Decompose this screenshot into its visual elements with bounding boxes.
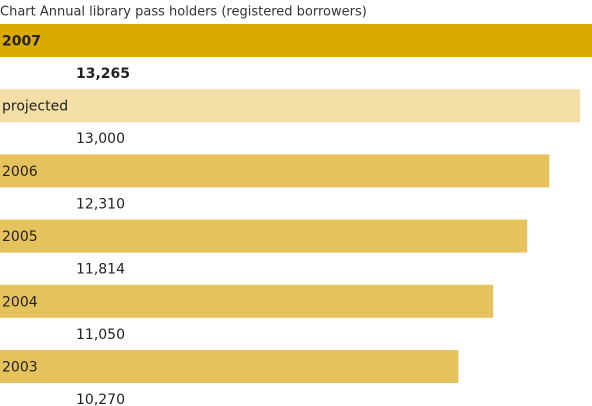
bar: [0, 154, 550, 188]
value-label: 12,310: [76, 196, 125, 212]
value-label: 11,050: [76, 327, 125, 343]
category-label: 2006: [2, 164, 38, 180]
bar: [0, 219, 528, 253]
bar: [0, 89, 581, 123]
value-label: 13,000: [76, 131, 125, 147]
bar: [0, 350, 459, 383]
category-label: 2004: [2, 294, 38, 310]
value-label: 13,265: [76, 66, 130, 82]
value-label: 11,814: [76, 262, 125, 278]
chart-title: Chart Annual library pass holders (regis…: [0, 5, 367, 20]
bar: [0, 284, 494, 318]
category-label: 2007: [2, 34, 41, 50]
category-label: 2005: [2, 229, 38, 245]
category-label: 2003: [2, 360, 38, 376]
value-label: 10,270: [76, 392, 125, 406]
bar: [0, 24, 592, 57]
category-label: projected: [2, 99, 68, 115]
